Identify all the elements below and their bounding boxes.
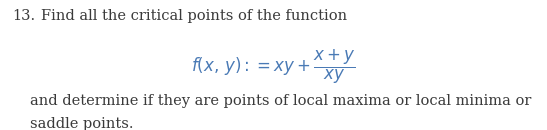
Text: saddle points.: saddle points. xyxy=(30,117,133,130)
Text: 13.: 13. xyxy=(12,9,35,23)
Text: $f(x,\, y) := xy + \dfrac{x + y}{xy}$: $f(x,\, y) := xy + \dfrac{x + y}{xy}$ xyxy=(191,48,356,86)
Text: Find all the critical points of the function: Find all the critical points of the func… xyxy=(41,9,347,23)
Text: and determine if they are points of local maxima or local minima or: and determine if they are points of loca… xyxy=(30,94,532,108)
